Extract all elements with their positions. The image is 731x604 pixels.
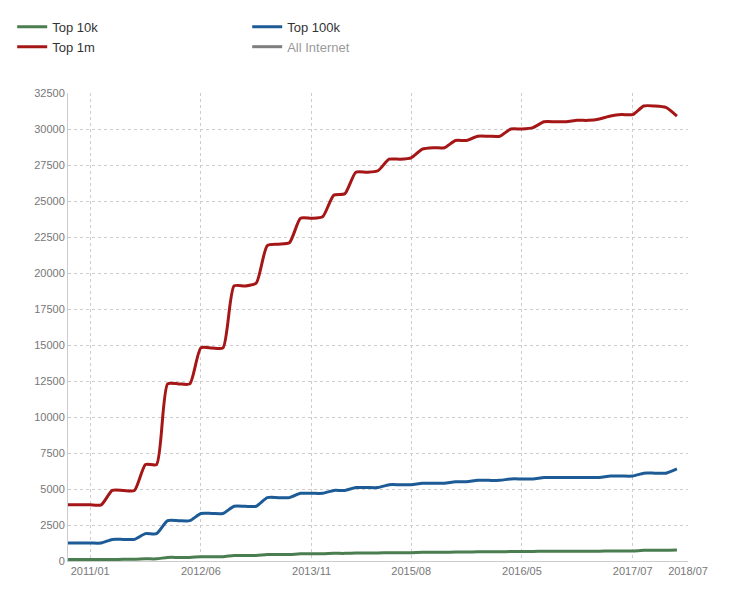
svg-text:Top 100k: Top 100k bbox=[287, 20, 340, 35]
svg-text:32500: 32500 bbox=[34, 87, 65, 99]
svg-text:2018/07: 2018/07 bbox=[668, 565, 708, 577]
svg-text:2013/11: 2013/11 bbox=[292, 565, 331, 577]
svg-text:10000: 10000 bbox=[34, 411, 65, 423]
svg-text:2015/08: 2015/08 bbox=[391, 565, 431, 577]
svg-text:20000: 20000 bbox=[34, 267, 65, 279]
svg-text:2017/07: 2017/07 bbox=[613, 565, 653, 577]
svg-text:5000: 5000 bbox=[40, 483, 64, 495]
svg-text:7500: 7500 bbox=[40, 447, 64, 459]
svg-text:2500: 2500 bbox=[40, 519, 64, 531]
svg-text:30000: 30000 bbox=[34, 123, 65, 135]
svg-text:All Internet: All Internet bbox=[287, 40, 350, 55]
svg-text:Top 10k: Top 10k bbox=[52, 20, 98, 35]
svg-text:0: 0 bbox=[59, 555, 65, 567]
svg-text:2011/01: 2011/01 bbox=[71, 565, 110, 577]
svg-text:22500: 22500 bbox=[34, 231, 65, 243]
svg-text:2012/06: 2012/06 bbox=[181, 565, 221, 577]
svg-text:12500: 12500 bbox=[34, 375, 65, 387]
svg-text:2016/05: 2016/05 bbox=[502, 565, 542, 577]
svg-text:Top 1m: Top 1m bbox=[52, 40, 95, 55]
svg-text:15000: 15000 bbox=[34, 339, 65, 351]
svg-text:27500: 27500 bbox=[34, 159, 65, 171]
svg-text:25000: 25000 bbox=[34, 195, 65, 207]
svg-text:17500: 17500 bbox=[34, 303, 65, 315]
